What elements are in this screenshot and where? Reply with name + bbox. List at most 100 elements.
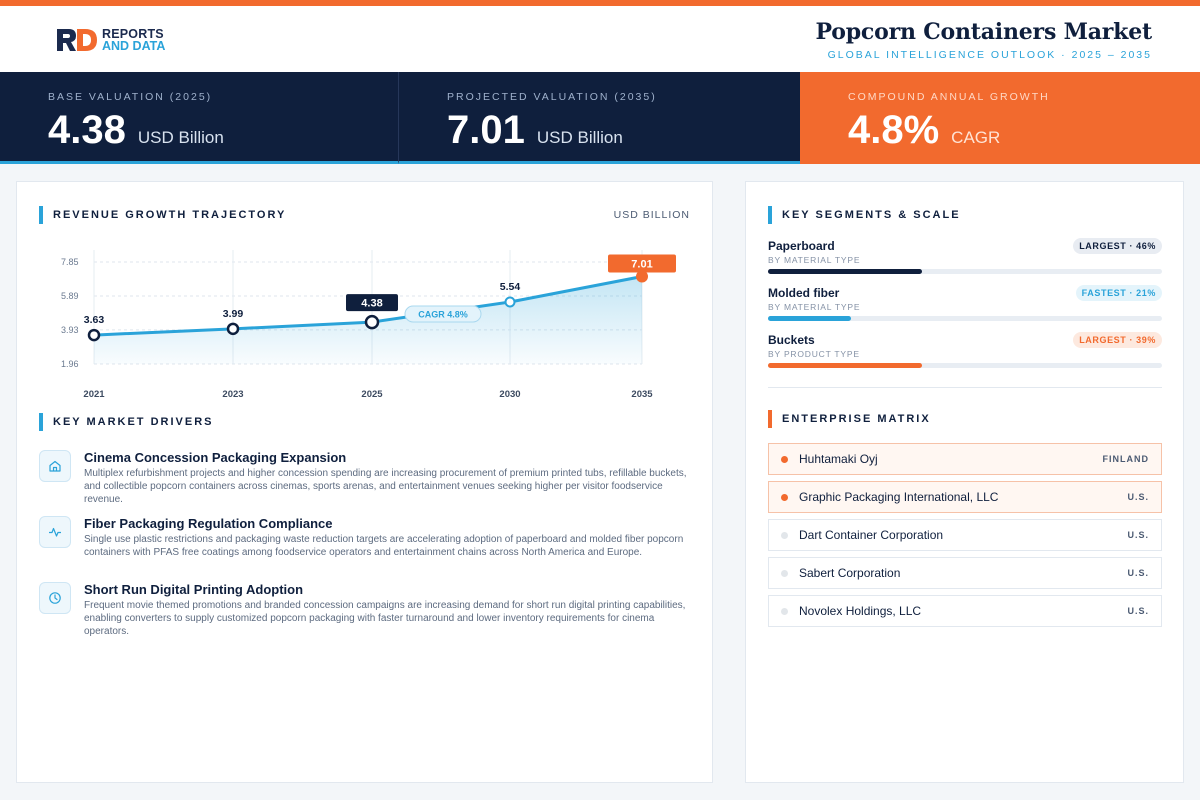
divider — [768, 387, 1162, 388]
segment-item: Paperboard BY MATERIAL TYPE LARGEST · 46… — [768, 238, 1162, 286]
enterprise-country: U.S. — [1127, 530, 1149, 540]
cagr-annotation-pill — [404, 305, 482, 323]
segment-name: Paperboard — [768, 239, 835, 253]
brand-line-2: AND DATA — [102, 39, 166, 53]
right-panel: KEY SEGMENTS & SCALE Paperboard BY MATER… — [745, 181, 1184, 783]
driver-title: Cinema Concession Packaging Expansion — [84, 450, 347, 465]
kpi-cagr: COMPOUND ANNUAL GROWTH 4.8% CAGR — [800, 72, 1200, 164]
x-tick-label: 2023 — [222, 389, 243, 400]
segment-badge: LARGEST · 39% — [1073, 332, 1162, 348]
kpi-label: COMPOUND ANNUAL GROWTH — [848, 91, 1050, 103]
kpi-label: BASE VALUATION (2025) — [48, 91, 213, 103]
enterprise-name: Sabert Corporation — [799, 566, 901, 580]
section-accent — [768, 206, 772, 224]
enterprise-country: U.S. — [1127, 606, 1149, 616]
driver-title: Short Run Digital Printing Adoption — [84, 582, 304, 597]
value-label-box — [608, 254, 676, 273]
section-title-text: REVENUE GROWTH TRAJECTORY — [53, 209, 287, 221]
section-accent — [768, 410, 772, 428]
kpi-unit: CAGR — [951, 128, 1001, 147]
enterprise-row[interactable]: Huhtamaki Oyj FINLAND — [768, 443, 1162, 475]
data-point — [504, 296, 516, 308]
segment-badge: LARGEST · 46% — [1073, 238, 1162, 254]
enterprise-list: Huhtamaki Oyj FINLAND Graphic Packaging … — [768, 443, 1162, 633]
status-dot-icon — [781, 608, 788, 615]
data-point — [87, 328, 101, 342]
value-label: 3.99 — [223, 308, 244, 320]
enterprise-row[interactable]: Graphic Packaging International, LLC U.S… — [768, 481, 1162, 513]
enterprise-country: U.S. — [1127, 492, 1149, 502]
kpi-value: 4.8% — [848, 108, 940, 152]
driver-title: Fiber Packaging Regulation Compliance — [84, 516, 333, 531]
section-title-text: KEY MARKET DRIVERS — [53, 416, 214, 428]
segments-list: Paperboard BY MATERIAL TYPE LARGEST · 46… — [768, 238, 1162, 380]
enterprise-country: U.S. — [1127, 568, 1149, 578]
activity-icon — [39, 516, 71, 548]
drivers-list: Cinema Concession Packaging Expansion Mu… — [39, 450, 699, 648]
enterprise-row[interactable]: Novolex Holdings, LLC U.S. — [768, 595, 1162, 627]
x-tick-label: 2021 — [83, 389, 105, 400]
enterprise-name: Novolex Holdings, LLC — [799, 604, 922, 618]
driver-description: Multiplex refurbishment projects and hig… — [84, 468, 687, 505]
segment-name: Molded fiber — [768, 286, 840, 300]
section-title-drivers: KEY MARKET DRIVERS — [39, 413, 213, 431]
driver-description: Frequent movie themed promotions and bra… — [84, 600, 686, 637]
driver-item: Cinema Concession Packaging Expansion Mu… — [39, 450, 699, 516]
segment-track — [768, 269, 1162, 274]
enterprise-name: Dart Container Corporation — [799, 528, 944, 542]
enterprise-name: Graphic Packaging International, LLC — [799, 490, 999, 504]
segment-bar — [768, 316, 851, 321]
y-tick-label: 5.89 — [61, 291, 79, 301]
y-tick-label: 7.85 — [61, 257, 79, 267]
segment-track — [768, 316, 1162, 321]
data-point — [226, 322, 240, 336]
data-point — [364, 314, 380, 330]
status-dot-icon — [781, 570, 788, 577]
page-subtitle: GLOBAL INTELLIGENCE OUTLOOK · 2025 – 203… — [827, 49, 1152, 61]
segment-track — [768, 363, 1162, 368]
status-dot-icon — [781, 532, 788, 539]
revenue-chart: 7.85 5.89 3.93 1.96 2021 2023 2025 2030 2035 CAG… — [61, 250, 676, 400]
enterprise-country: FINLAND — [1102, 454, 1149, 464]
kpi-value: 7.01 — [447, 108, 525, 152]
section-title-text: KEY SEGMENTS & SCALE — [782, 209, 961, 221]
data-point — [636, 270, 648, 283]
kpi-base-valuation: BASE VALUATION (2025) 4.38 USD Billion — [0, 72, 399, 164]
x-tick-label: 2025 — [361, 389, 383, 400]
driver-item: Short Run Digital Printing Adoption Freq… — [39, 582, 699, 648]
value-label: 5.54 — [500, 281, 521, 293]
clock-icon — [39, 582, 71, 614]
section-title-revenue: REVENUE GROWTH TRAJECTORY — [39, 206, 286, 224]
segment-item: Buckets BY PRODUCT TYPE LARGEST · 39% — [768, 332, 1162, 380]
segment-bar — [768, 269, 922, 274]
page-title: Popcorn Containers Market — [815, 19, 1152, 45]
segment-category: BY MATERIAL TYPE — [768, 255, 861, 265]
kpi-projected-valuation: PROJECTED VALUATION (2035) 7.01 USD Bill… — [399, 72, 800, 164]
driver-description: Single use plastic restrictions and pack… — [84, 534, 684, 558]
header: REPORTS AND DATA Popcorn Containers Mark… — [0, 6, 1200, 72]
section-accent — [39, 206, 43, 224]
segment-badge: FASTEST · 21% — [1075, 285, 1162, 301]
value-label: 4.38 — [361, 298, 382, 310]
y-tick-label: 1.96 — [61, 359, 79, 369]
top-accent-bar — [0, 0, 1200, 6]
enterprise-row[interactable]: Sabert Corporation U.S. — [768, 557, 1162, 589]
driver-item: Fiber Packaging Regulation Compliance Si… — [39, 516, 699, 582]
kpi-value: 4.38 — [48, 108, 126, 152]
kpi-unit: USD Billion — [536, 128, 623, 147]
home-icon — [39, 450, 71, 482]
enterprise-name: Huhtamaki Oyj — [799, 452, 878, 466]
logo-mark-icon — [57, 29, 97, 51]
left-panel: REVENUE GROWTH TRAJECTORY USD BILLION 7.… — [16, 181, 713, 783]
chart-units: USD BILLION — [613, 209, 690, 221]
status-dot-icon — [781, 494, 788, 501]
area-fill — [94, 276, 642, 364]
enterprise-row[interactable]: Dart Container Corporation U.S. — [768, 519, 1162, 551]
kpi-unit: USD Billion — [137, 128, 224, 147]
section-accent — [39, 413, 43, 431]
cagr-annotation: CAGR 4.8% — [418, 310, 468, 320]
brand-line-1: REPORTS — [102, 27, 164, 41]
x-tick-label: 2035 — [631, 389, 653, 400]
x-tick-label: 2030 — [499, 389, 520, 400]
section-title-text: ENTERPRISE MATRIX — [782, 413, 931, 425]
